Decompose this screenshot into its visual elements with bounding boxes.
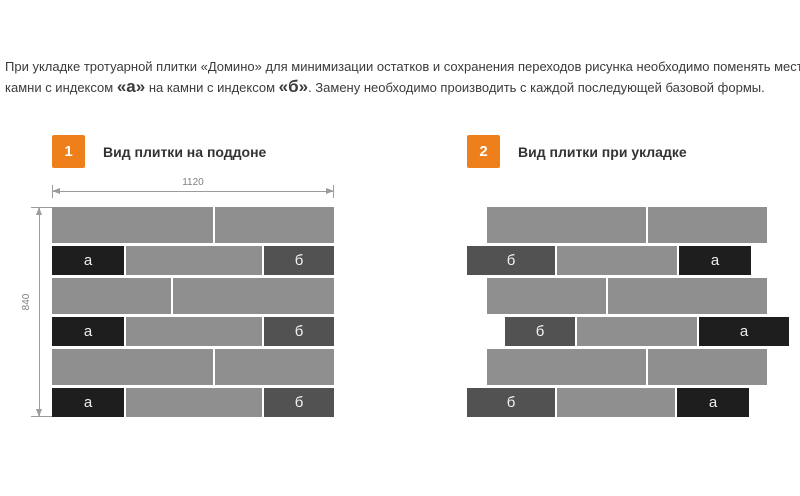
tile-a: а	[52, 246, 124, 275]
tile-gray	[126, 246, 262, 275]
tile-gray	[608, 278, 767, 314]
tile-gray	[126, 317, 262, 346]
dimension-width: 1120	[52, 177, 334, 199]
tile-b: б	[264, 388, 334, 417]
tile-gray	[215, 349, 334, 385]
tile-gray	[487, 207, 646, 243]
tile-b: б	[505, 317, 575, 346]
tile-gray	[577, 317, 697, 346]
section-number-badge: 2	[467, 135, 500, 168]
tile-row	[487, 207, 789, 243]
intro-line-2: камни с индексом «а» на камни с индексом…	[5, 77, 798, 98]
dimension-tick	[52, 185, 53, 198]
tile-a: а	[677, 388, 749, 417]
intro-paragraph: При укладке тротуарной плитки «Домино» д…	[5, 56, 800, 98]
intro-line2-text: . Замену необходимо производить с каждой…	[308, 80, 765, 95]
tile-gray	[52, 349, 213, 385]
tile-a: а	[679, 246, 751, 275]
tile-gray	[648, 207, 767, 243]
tile-b: б	[264, 317, 334, 346]
section-header-laying: 2 Вид плитки при укладке	[467, 135, 687, 168]
intro-line2-text: на камни с индексом	[145, 80, 279, 95]
tile-a: а	[52, 388, 124, 417]
tile-gray	[52, 207, 213, 243]
dimension-height: 840	[20, 207, 55, 417]
dimension-tick	[333, 185, 334, 198]
tile-a: а	[52, 317, 124, 346]
index-b-emphasis: «б»	[278, 77, 309, 96]
intro-line-1: При укладке тротуарной плитки «Домино» д…	[5, 59, 800, 74]
tile-gray	[648, 349, 767, 385]
tile-gray	[126, 388, 262, 417]
tile-b: б	[264, 246, 334, 275]
section-number-badge: 1	[52, 135, 85, 168]
section-title: Вид плитки при укладке	[518, 143, 687, 160]
tile-row	[52, 278, 334, 314]
tile-gray	[557, 388, 675, 417]
tile-gray	[557, 246, 677, 275]
section-title: Вид плитки на поддоне	[103, 143, 267, 160]
tile-row	[487, 349, 789, 385]
intro-line2-text: камни с индексом	[5, 80, 117, 95]
section-header-pallet: 1 Вид плитки на поддоне	[52, 135, 266, 168]
tile-gray	[173, 278, 334, 314]
dimension-tick	[31, 416, 55, 417]
tile-gray	[215, 207, 334, 243]
tile-gray	[487, 349, 646, 385]
tile-row	[52, 349, 334, 385]
tile-gray	[487, 278, 606, 314]
tile-row	[487, 278, 789, 314]
tile-row	[52, 207, 334, 243]
tile-b: б	[467, 246, 555, 275]
tile-b: б	[467, 388, 555, 417]
tile-a: а	[699, 317, 789, 346]
dimension-width-label: 1120	[182, 177, 204, 188]
dimension-tick	[31, 207, 55, 208]
dimension-line	[52, 188, 334, 194]
dimension-line	[36, 207, 42, 417]
index-a-emphasis: «а»	[116, 77, 146, 96]
tile-gray	[52, 278, 171, 314]
dimension-height-label: 840	[20, 285, 34, 319]
